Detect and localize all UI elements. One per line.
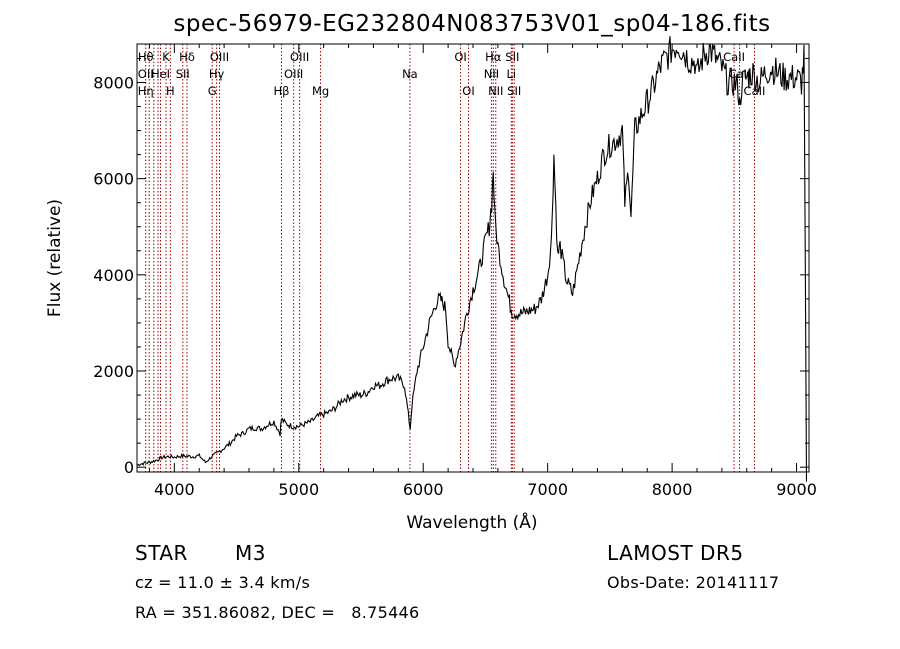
y-tick-label: 0 (124, 458, 134, 477)
line-label: Hβ (273, 84, 289, 98)
x-tick-label: 4000 (154, 480, 195, 499)
line-label: OI (462, 84, 474, 98)
line-label: H (166, 84, 175, 98)
line-label: OI (454, 50, 466, 64)
redshift-value: cz = 11.0 ± 3.4 km/s (135, 573, 311, 592)
x-tick-label: 9000 (776, 480, 817, 499)
spectral-line-markers (145, 44, 755, 472)
line-label: Hη (138, 84, 154, 98)
line-label: Hθ (138, 50, 154, 64)
line-label: CaII (723, 50, 745, 64)
object-subclass: M3 (235, 541, 266, 565)
y-tick-label: 8000 (93, 73, 134, 92)
x-axis: 4000 5000 6000 7000 8000 9000 (148, 44, 817, 499)
x-tick-label: 5000 (278, 480, 319, 499)
line-label: SII (507, 84, 521, 98)
x-tick-label: 7000 (527, 480, 568, 499)
line-label: HeI (151, 67, 170, 81)
y-axis: 0 2000 4000 6000 8000 (93, 57, 809, 477)
y-axis-label: Flux (relative) (45, 199, 65, 317)
x-tick-label: 8000 (652, 480, 693, 499)
line-label: Li (507, 67, 517, 81)
line-label: Na (402, 67, 418, 81)
line-label: NII (484, 67, 499, 81)
x-axis-label: Wavelength (Å) (406, 511, 537, 533)
line-label: G (208, 84, 217, 98)
x-tick-label: 6000 (403, 480, 444, 499)
object-class: STAR (135, 541, 188, 565)
y-tick-label: 6000 (93, 170, 134, 189)
line-label: K (162, 50, 170, 64)
line-label: OIII (290, 50, 309, 64)
chart-title: spec-56979-EG232804N083753V01_sp04-186.f… (173, 11, 770, 37)
line-label: SII (176, 67, 190, 81)
line-label: NII (488, 84, 503, 98)
coordinates: RA = 351.86082, DEC = 8.75446 (135, 603, 420, 622)
line-label: OIII (284, 67, 303, 81)
survey-name: LAMOST DR5 (607, 541, 744, 565)
line-label: Hδ (179, 50, 195, 64)
line-label: Hγ (209, 67, 225, 81)
line-label: OII (138, 67, 154, 81)
line-label: Mg (312, 84, 329, 98)
line-label: OIII (210, 50, 229, 64)
spectrum-series (136, 36, 808, 482)
plot-frame (136, 43, 810, 473)
y-tick-label: 4000 (93, 266, 134, 285)
observation-date: Obs-Date: 20141117 (607, 573, 780, 592)
y-tick-label: 2000 (93, 362, 134, 381)
line-label: SII (505, 50, 519, 64)
line-label: Hα (485, 50, 502, 64)
